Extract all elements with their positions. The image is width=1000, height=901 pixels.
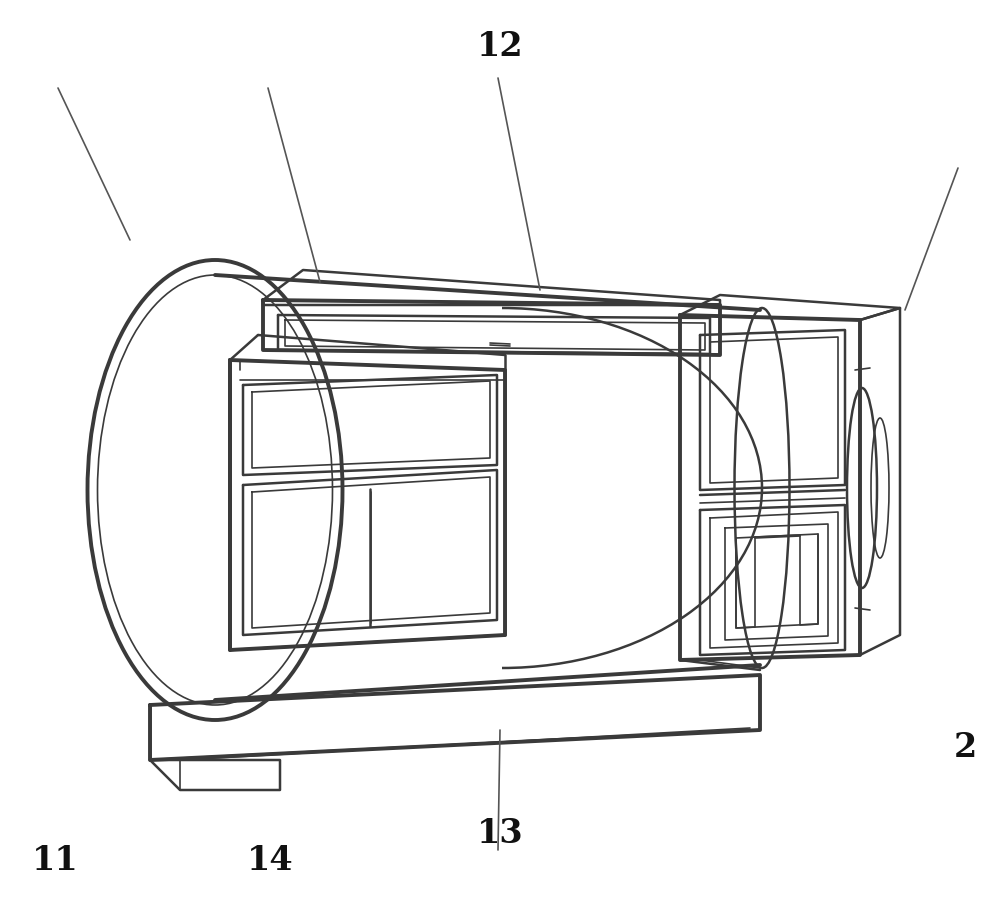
Text: 13: 13 [477, 817, 523, 850]
Text: 14: 14 [247, 844, 293, 877]
Text: 12: 12 [477, 31, 523, 63]
Text: 2: 2 [953, 732, 977, 764]
Text: 11: 11 [32, 844, 78, 877]
